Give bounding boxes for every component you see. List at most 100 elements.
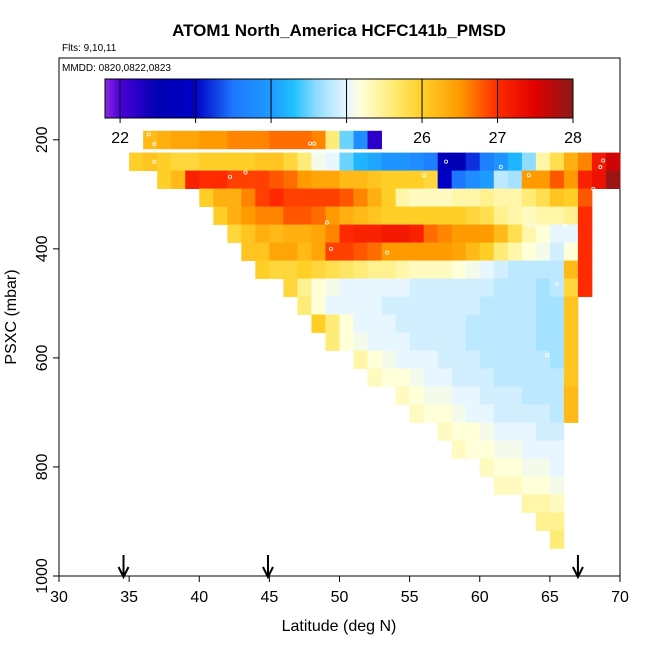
heatmap-cell [353, 242, 368, 261]
heatmap-cell [255, 188, 270, 207]
heatmap-cell [451, 242, 467, 261]
heatmap-cell [255, 260, 270, 279]
heatmap-cells [129, 130, 621, 549]
x-tick-label-35: 35 [120, 589, 138, 606]
heatmap-cell [465, 278, 481, 297]
heatmap-cell [283, 242, 298, 261]
heatmap-cell [171, 130, 186, 150]
heatmap-cell [241, 152, 256, 171]
heatmap-cell [465, 350, 481, 369]
heatmap-cell [199, 130, 214, 150]
heatmap-cell [367, 350, 382, 369]
heatmap-cell [535, 494, 551, 513]
heatmap-cell [493, 440, 509, 459]
heatmap-cell [465, 440, 481, 459]
heatmap-cell [437, 314, 453, 333]
heatmap-cell [213, 188, 228, 207]
heatmap-cell [325, 278, 340, 297]
heatmap-cell [493, 260, 509, 279]
heatmap-cell [535, 188, 551, 207]
heatmap-cell [521, 368, 537, 387]
heatmap-cell [157, 130, 172, 150]
heatmap-cell [423, 206, 439, 225]
heatmap-cell [199, 152, 214, 171]
heatmap-cell [493, 332, 509, 351]
heatmap-cell [381, 170, 396, 189]
heatmap-cell [423, 224, 439, 243]
heatmap-cell [395, 332, 411, 351]
heatmap-cell [283, 130, 298, 150]
heatmap-cell [507, 296, 523, 315]
heatmap-cell [521, 404, 537, 423]
heatmap-cell [311, 152, 326, 171]
heatmap-cell [353, 152, 368, 171]
heatmap-cell [591, 170, 607, 189]
heatmap-cell [325, 314, 340, 333]
heatmap-cell [437, 224, 453, 243]
heatmap-cell [479, 170, 495, 189]
heatmap-cell [563, 296, 579, 315]
heatmap-cell [241, 170, 256, 189]
y-axis: 200 400 600 800 1000 [34, 126, 59, 594]
heatmap-cell [465, 188, 481, 207]
heatmap-cell [297, 260, 312, 279]
sample-point [444, 159, 449, 164]
x-tick-label-30: 30 [50, 589, 68, 606]
heatmap-cell [199, 188, 214, 207]
heatmap-cell [255, 224, 270, 243]
heatmap-cell [423, 332, 439, 351]
heatmap-cell [339, 170, 354, 189]
heatmap-cell [535, 512, 551, 531]
sample-point [308, 141, 313, 146]
heatmap-cell [521, 188, 537, 207]
heatmap-cell [381, 350, 396, 369]
heatmap-cell [367, 314, 382, 333]
heatmap-cell [451, 170, 467, 189]
colorbar-tick-label-28: 28 [564, 130, 582, 147]
heatmap-cell [549, 242, 565, 261]
heatmap-cell [535, 260, 551, 279]
heatmap-cell [367, 368, 382, 387]
heatmap-cell [507, 422, 523, 441]
heatmap-cell [227, 224, 242, 243]
heatmap-cell [535, 242, 551, 261]
heatmap-cell [451, 350, 467, 369]
heatmap-cell [521, 314, 537, 333]
heatmap-cell [451, 314, 467, 333]
heatmap-cell [367, 206, 382, 225]
heatmap-cell [437, 422, 453, 441]
heatmap-cell [255, 242, 270, 261]
heatmap-cell [479, 314, 495, 333]
heatmap-cell [465, 368, 481, 387]
heatmap-cell [451, 278, 467, 297]
heatmap-cell [465, 170, 481, 189]
heatmap-cell [493, 188, 509, 207]
heatmap-cell [353, 206, 368, 225]
heatmap-cell [479, 368, 495, 387]
heatmap-cell [507, 152, 523, 171]
flights-label: Flts: 9,10,11 [62, 43, 117, 54]
heatmap-cell [563, 206, 579, 225]
heatmap-cell [395, 188, 411, 207]
heatmap-cell [451, 152, 467, 171]
heatmap-cell [395, 278, 411, 297]
heatmap-cell [409, 242, 425, 261]
heatmap-cell [199, 170, 214, 189]
heatmap-cell [311, 224, 326, 243]
heatmap-cell [311, 242, 326, 261]
heatmap-cell [465, 152, 481, 171]
x-tick-label-40: 40 [190, 589, 208, 606]
sample-point [528, 223, 533, 228]
heatmap-cell [465, 296, 481, 315]
heatmap-cell [507, 242, 523, 261]
heatmap-cell [451, 440, 467, 459]
heatmap-cell [409, 296, 425, 315]
heatmap-cell [283, 224, 298, 243]
heatmap-cell [493, 296, 509, 315]
heatmap-cell [311, 296, 326, 315]
heatmap-cell [325, 332, 340, 351]
heatmap-cell [353, 350, 368, 369]
sample-point [152, 142, 157, 147]
heatmap-cell [535, 458, 551, 477]
heatmap-cell [479, 188, 495, 207]
